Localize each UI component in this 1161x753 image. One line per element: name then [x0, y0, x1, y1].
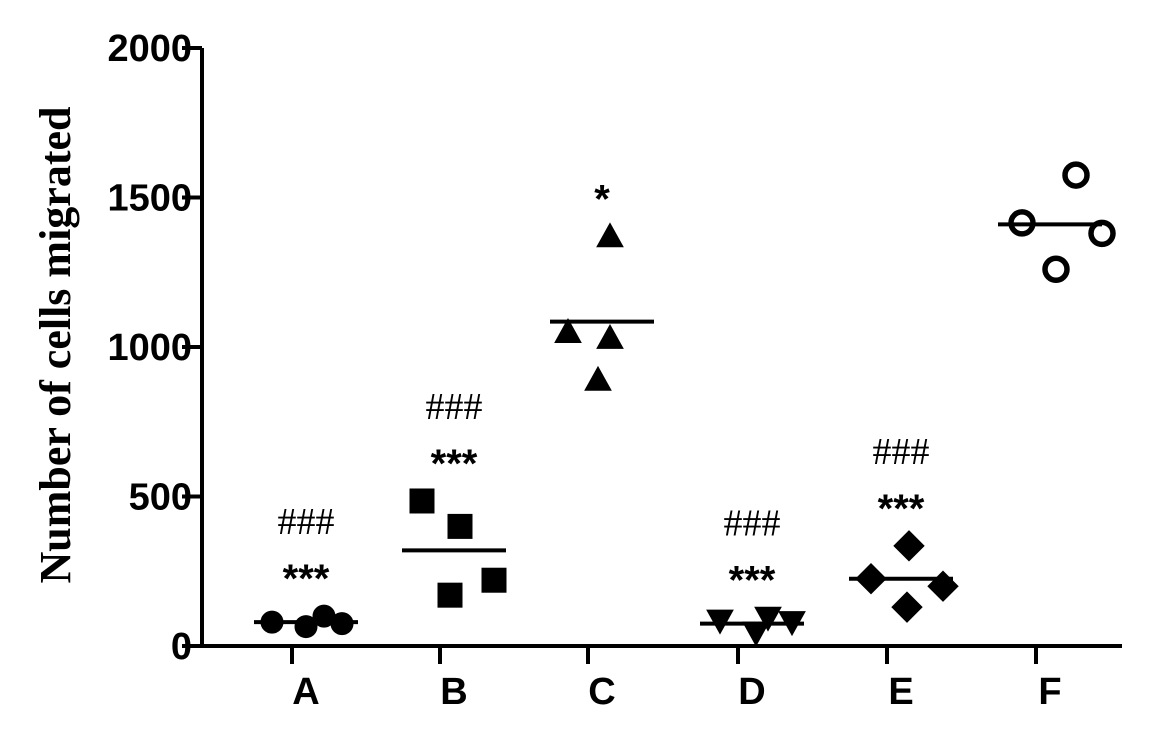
significance-hash: ### — [873, 431, 930, 473]
significance-star: * — [594, 177, 610, 221]
significance-star: *** — [431, 442, 478, 486]
x-tick-label: E — [888, 671, 913, 713]
data-point — [447, 513, 473, 539]
y-axis-label: Number of cells migrated — [31, 107, 80, 584]
y-tick-label: 1500 — [107, 178, 192, 220]
data-point — [1088, 219, 1116, 248]
x-tick-label: A — [292, 671, 319, 713]
data-point — [409, 488, 435, 514]
data-points — [260, 161, 1116, 647]
x-tick-label: F — [1038, 671, 1061, 713]
data-point — [1042, 255, 1070, 284]
data-point — [927, 570, 959, 602]
significance-labels: ***###***###****### ***### — [278, 177, 930, 602]
y-tick-label: 1000 — [107, 327, 192, 369]
significance-hash: ### — [426, 386, 483, 428]
data-point — [891, 591, 923, 623]
y-axis-ticks: 0 500 1000 1500 2000 — [107, 28, 202, 668]
data-point — [554, 318, 582, 343]
data-point — [481, 567, 507, 593]
x-tick-label: B — [440, 671, 467, 713]
data-point — [893, 530, 925, 562]
significance-star: *** — [283, 557, 330, 601]
y-tick-label: 0 — [171, 626, 192, 668]
x-tick-label: C — [588, 671, 615, 713]
data-point — [754, 606, 782, 632]
significance-hash: ### — [724, 503, 781, 545]
data-point — [596, 324, 624, 349]
mean-lines — [254, 222, 1102, 626]
significance-hash: ### — [278, 501, 335, 543]
y-tick-label: 2000 — [107, 28, 192, 70]
data-point — [437, 582, 463, 608]
x-tick-label: D — [738, 671, 765, 713]
significance-star: *** — [878, 487, 925, 531]
data-point — [596, 222, 624, 248]
y-tick-label: 500 — [129, 477, 192, 519]
significance-star: *** — [729, 559, 776, 603]
x-axis-ticks: A B C D E F — [290, 646, 1062, 713]
data-point — [1062, 161, 1090, 189]
data-point — [584, 365, 612, 391]
axes — [200, 48, 1122, 648]
